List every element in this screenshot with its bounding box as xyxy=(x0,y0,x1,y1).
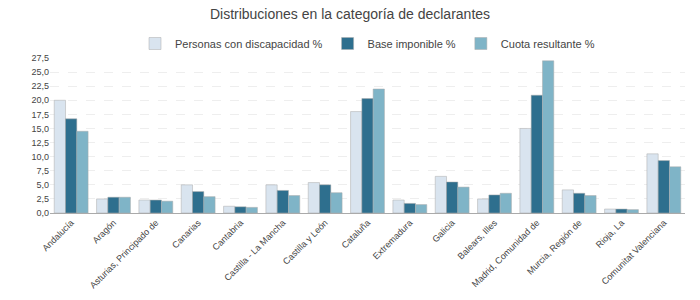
svg-text:Distribuciones en la categoría: Distribuciones en la categoría de declar… xyxy=(210,6,490,22)
svg-text:Cantabria: Cantabria xyxy=(210,218,245,253)
svg-text:Murcia, Región de: Murcia, Región de xyxy=(525,218,584,277)
svg-text:Canarias: Canarias xyxy=(170,217,203,250)
svg-text:Asturias, Principado de: Asturias, Principado de xyxy=(88,218,161,291)
svg-text:20,0: 20,0 xyxy=(31,95,49,105)
svg-text:Andalucía: Andalucía xyxy=(40,218,75,253)
svg-text:Base imponible %: Base imponible % xyxy=(368,38,456,50)
svg-text:0,0: 0,0 xyxy=(36,208,49,218)
svg-text:17,5: 17,5 xyxy=(31,110,49,120)
svg-text:Castilla y León: Castilla y León xyxy=(281,218,330,267)
svg-text:12,5: 12,5 xyxy=(31,138,49,148)
svg-text:Personas con discapacidad %: Personas con discapacidad % xyxy=(175,38,323,50)
svg-text:2,5: 2,5 xyxy=(36,194,49,204)
svg-text:Comunitat Valenciana: Comunitat Valenciana xyxy=(600,218,669,287)
svg-text:Cuota resultante %: Cuota resultante % xyxy=(501,38,595,50)
svg-text:Aragón: Aragón xyxy=(90,218,118,246)
svg-text:5,0: 5,0 xyxy=(36,180,49,190)
svg-text:27,5: 27,5 xyxy=(31,53,49,63)
svg-text:Balears, Illes: Balears, Illes xyxy=(456,217,500,261)
svg-text:22,5: 22,5 xyxy=(31,81,49,91)
svg-text:Galicia: Galicia xyxy=(430,218,457,245)
svg-text:15,0: 15,0 xyxy=(31,124,49,134)
svg-text:Rioja, La: Rioja, La xyxy=(594,218,626,250)
svg-text:Castilla - La Mancha: Castilla - La Mancha xyxy=(222,218,287,283)
svg-text:Extremadura: Extremadura xyxy=(371,218,415,262)
svg-text:Madrid, Comunidad de: Madrid, Comunidad de xyxy=(470,218,541,289)
svg-text:10,0: 10,0 xyxy=(31,152,49,162)
svg-text:25,0: 25,0 xyxy=(31,67,49,77)
svg-text:Cataluña: Cataluña xyxy=(340,218,373,251)
svg-text:7,5: 7,5 xyxy=(36,166,49,176)
